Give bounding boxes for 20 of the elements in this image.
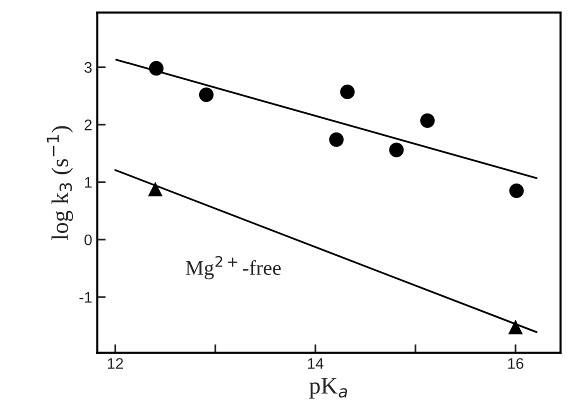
point — [199, 87, 214, 102]
annotation: Mg$^{2+}$-free — [186, 256, 281, 280]
x-tick-label: 16 — [508, 358, 524, 369]
point — [340, 84, 355, 100]
point — [420, 113, 435, 128]
point — [509, 183, 524, 198]
point — [389, 142, 404, 158]
x-tick-label: 12 — [108, 358, 123, 369]
point — [148, 182, 163, 196]
y-tick-label: 0 — [84, 234, 92, 246]
y-tick-label: 2 — [84, 120, 92, 130]
y-tick-label: 1 — [85, 177, 92, 188]
y-tick-label: 3 — [84, 62, 92, 73]
y-axis-title: log k$_{3}$ (s$^{−1}$) — [46, 126, 73, 240]
point — [148, 61, 164, 76]
x-tick-label: 14 — [308, 358, 324, 369]
x-axis-title: pK$_{a}$ — [309, 378, 348, 399]
y-tick-label: -1 — [79, 292, 92, 303]
point — [329, 132, 344, 147]
point — [508, 320, 523, 334]
